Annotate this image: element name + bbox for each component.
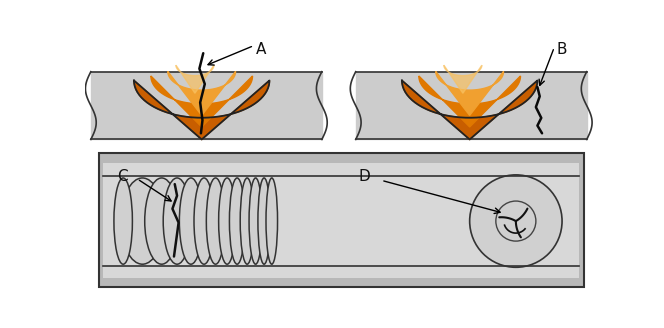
Ellipse shape <box>240 178 254 264</box>
Ellipse shape <box>230 178 245 264</box>
Text: D: D <box>358 169 370 184</box>
Ellipse shape <box>145 178 179 264</box>
Ellipse shape <box>179 178 203 264</box>
Polygon shape <box>168 72 236 115</box>
Polygon shape <box>176 65 214 93</box>
Text: C: C <box>117 169 127 184</box>
Ellipse shape <box>207 178 225 264</box>
Polygon shape <box>356 72 587 139</box>
FancyBboxPatch shape <box>103 163 579 278</box>
Ellipse shape <box>266 178 278 264</box>
Polygon shape <box>151 76 252 127</box>
Ellipse shape <box>121 178 164 264</box>
Circle shape <box>469 175 562 267</box>
Text: B: B <box>556 42 567 57</box>
FancyBboxPatch shape <box>98 153 584 287</box>
Circle shape <box>496 201 536 241</box>
Polygon shape <box>436 72 503 115</box>
Ellipse shape <box>194 178 214 264</box>
Polygon shape <box>402 80 537 139</box>
Polygon shape <box>91 72 322 139</box>
Polygon shape <box>444 65 482 93</box>
Ellipse shape <box>163 178 191 264</box>
Polygon shape <box>419 76 521 127</box>
Text: A: A <box>256 42 266 57</box>
Polygon shape <box>134 80 270 139</box>
Ellipse shape <box>249 178 262 264</box>
Ellipse shape <box>218 178 236 264</box>
Ellipse shape <box>114 178 132 264</box>
Ellipse shape <box>258 178 270 264</box>
